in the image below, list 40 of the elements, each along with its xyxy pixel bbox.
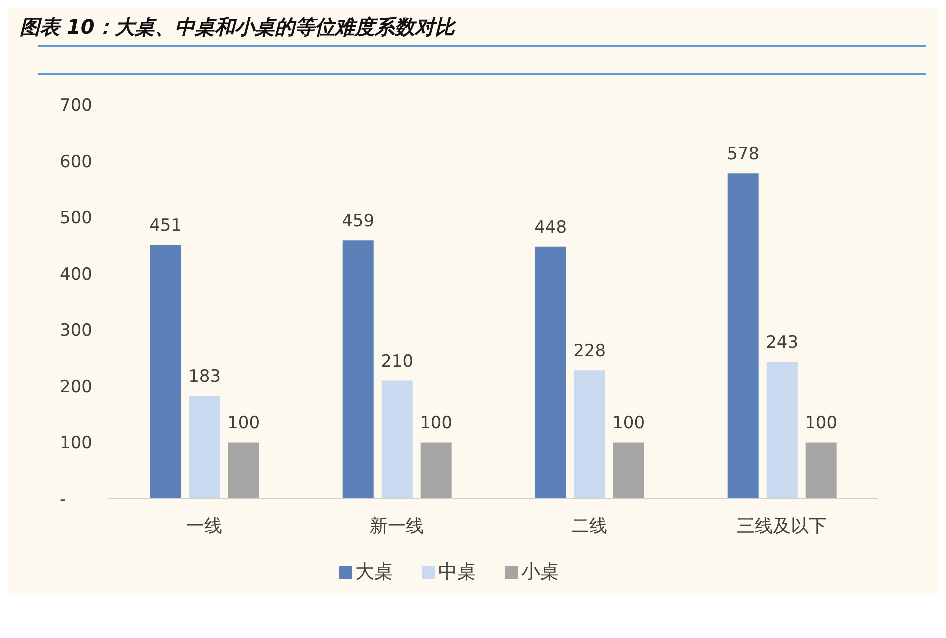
bar <box>342 240 374 499</box>
y-tick-label: 600 <box>60 152 92 172</box>
bar <box>806 442 837 499</box>
data-label: 100 <box>420 414 453 434</box>
x-tick-label: 二线 <box>571 516 608 537</box>
chart-title: 图表 10：大桌、中桌和小桌的等位难度系数对比 <box>19 14 458 41</box>
y-tick-label: 500 <box>60 208 92 229</box>
bar <box>574 370 606 499</box>
bar <box>613 442 644 499</box>
y-tick-label: 700 <box>60 96 92 116</box>
y-tick-label: 200 <box>60 377 92 398</box>
data-label: 228 <box>574 342 606 362</box>
bar <box>150 245 182 499</box>
y-tick-label: - <box>60 490 66 510</box>
data-label: 100 <box>805 414 838 434</box>
bar <box>766 362 798 499</box>
data-label: 210 <box>381 352 414 372</box>
data-label: 183 <box>188 366 222 387</box>
data-label: 451 <box>150 216 182 236</box>
data-label: 100 <box>612 414 646 434</box>
data-label: 243 <box>766 333 799 354</box>
data-label: 578 <box>727 144 760 165</box>
legend-label: 大桌 <box>356 561 394 583</box>
bar <box>382 380 413 499</box>
bar <box>535 246 566 499</box>
x-tick-label: 新一线 <box>370 516 424 537</box>
bar <box>189 396 220 499</box>
bar <box>228 442 260 499</box>
x-tick-label: 一线 <box>186 516 222 537</box>
y-tick-label: 300 <box>60 321 92 342</box>
y-tick-label: 100 <box>60 434 92 454</box>
legend-label: 小桌 <box>522 561 560 583</box>
bar <box>420 442 452 499</box>
bar <box>728 174 759 499</box>
x-tick-label: 三线及以下 <box>736 516 827 537</box>
legend-label: 中桌 <box>438 561 476 583</box>
data-label: 459 <box>342 212 375 232</box>
y-tick-label: 400 <box>60 264 92 285</box>
data-label: 448 <box>534 218 568 238</box>
data-label: 100 <box>228 414 260 434</box>
